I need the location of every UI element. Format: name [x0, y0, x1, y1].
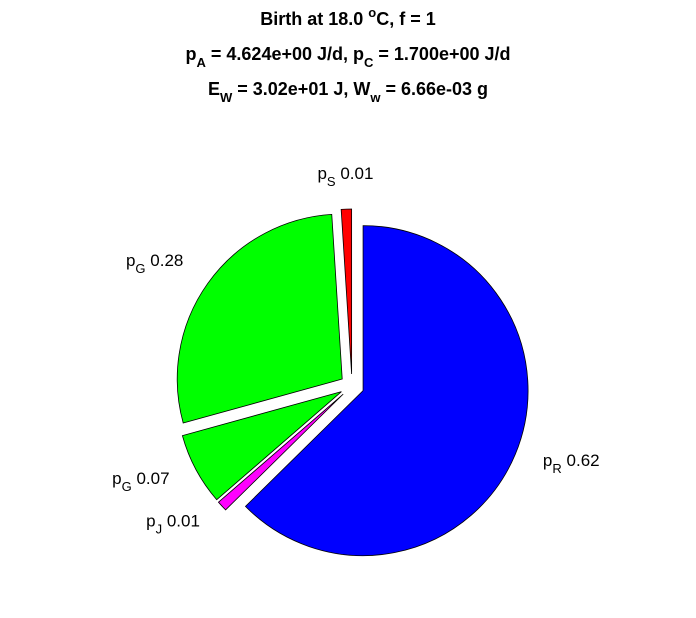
title-sup: o [368, 5, 376, 20]
pie-slice [176, 213, 343, 424]
slice-label: pJ 0.01 [146, 511, 200, 536]
slice-label-sub: R [552, 461, 561, 476]
slice-label-sub: G [122, 479, 132, 494]
slice-label: pS 0.01 [317, 164, 373, 189]
chart-title: EW​ = 3.02e+01 J, Ww​ = 6.66e-03 g [208, 79, 488, 105]
pie-slice [244, 225, 529, 557]
slice-label: pR 0.62 [543, 451, 600, 476]
title-text: = 3.02e+01 J, W [232, 79, 370, 99]
slice-label-sub: J [156, 521, 163, 536]
slice-label-base: p [112, 469, 121, 488]
title-text: C, f = 1 [376, 9, 436, 29]
pie-slice [340, 208, 353, 375]
pie-slice [217, 393, 344, 511]
slice-label-base: p [146, 511, 155, 530]
title-text: = 4.624e+00 J/d, p [206, 44, 364, 64]
chart-title: pA​ = 4.624e+00 J/d, pC​ = 1.700e+00 J/d [186, 44, 511, 70]
title-sub: A [197, 55, 207, 70]
slice-value: 0.28 [150, 251, 183, 270]
slice-label-base: p [126, 251, 135, 270]
title-sub: C [364, 55, 374, 70]
title-sub: w [369, 90, 381, 105]
title-sub: W [220, 90, 233, 105]
title-text: = 6.66e-03 g [380, 79, 488, 99]
chart-title: Birth at 18.0 o​C, f = 1 [260, 5, 436, 29]
slice-label-sub: G [135, 261, 145, 276]
slice-value: 0.62 [567, 451, 600, 470]
slice-label-base: p [317, 164, 326, 183]
pie-slice [181, 391, 342, 501]
slice-value: 0.01 [340, 164, 373, 183]
title-text: = 1.700e+00 J/d [373, 44, 510, 64]
title-text: p [186, 44, 197, 64]
slice-label: pG 0.07 [112, 469, 169, 494]
slice-label-sub: S [327, 174, 336, 189]
title-text: E [208, 79, 220, 99]
slice-value: 0.07 [136, 469, 169, 488]
slice-label-base: p [543, 451, 552, 470]
slice-label: pG 0.28 [126, 251, 183, 276]
title-text: Birth at 18.0 [260, 9, 368, 29]
slice-value: 0.01 [167, 511, 200, 530]
